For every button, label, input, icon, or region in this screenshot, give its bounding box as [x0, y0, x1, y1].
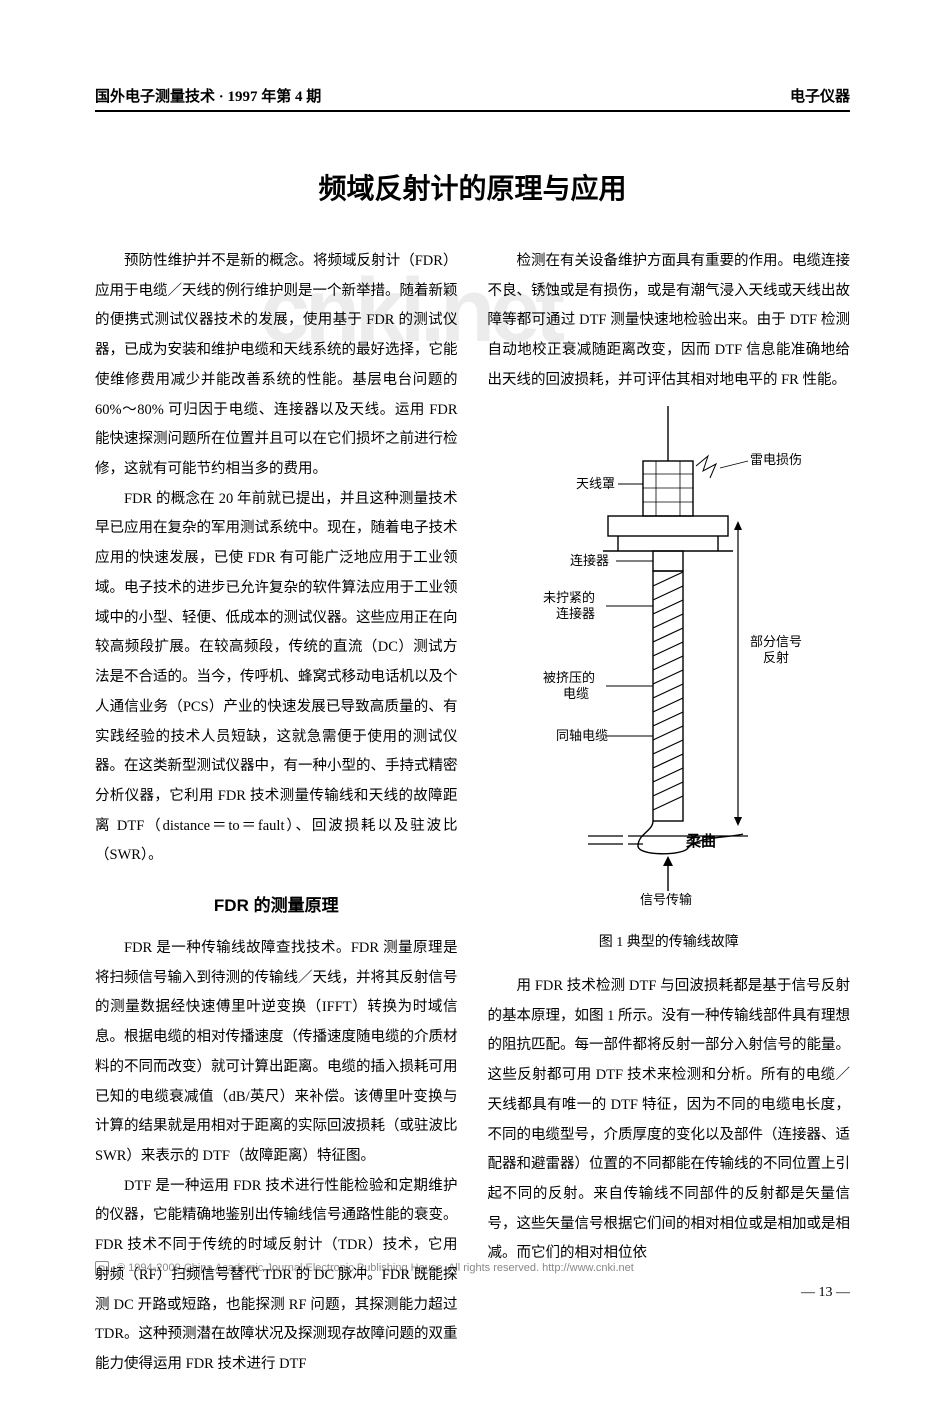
header-right: 电子仪器	[790, 85, 850, 106]
label-signal: 信号传输	[640, 892, 692, 906]
paragraph: DTF 是一种运用 FDR 技术进行性能检验和定期维护的仪器，它能精确地鉴别出传…	[95, 1172, 458, 1380]
label-partial-2: 反射	[763, 650, 789, 665]
label-connector: 连接器	[570, 553, 609, 568]
paragraph: 检测在有关设备维护方面具有重要的作用。电缆连接不良、锈蚀或是有损伤，或是有潮气浸…	[488, 247, 851, 396]
label-coax: 同轴电缆	[556, 728, 608, 743]
page-content: 国外电子测量技术 · 1997 年第 4 期 电子仪器 频域反射计的原理与应用 …	[0, 0, 945, 1420]
label-loose-2: 连接器	[556, 606, 595, 621]
article-title: 频域反射计的原理与应用	[95, 167, 850, 207]
page-number: — 13 —	[488, 1279, 851, 1308]
section-heading: FDR 的测量原理	[95, 889, 458, 924]
paragraph: FDR 的概念在 20 年前就已提出，并且这种测量技术早已应用在复杂的军用测试系…	[95, 485, 458, 871]
label-partial-1: 部分信号	[750, 634, 802, 649]
label-loose-1: 未拧紧的	[543, 590, 595, 605]
label-flex: 柔曲	[686, 832, 716, 850]
label-lightning: 雷电损伤	[750, 452, 802, 467]
page-header: 国外电子测量技术 · 1997 年第 4 期 电子仪器	[95, 85, 850, 112]
left-column: 预防性维护并不是新的概念。将频域反射计（FDR）应用于电缆／天线的例行维护则是一…	[95, 247, 458, 1380]
figure-caption: 图 1 典型的传输线故障	[488, 929, 851, 958]
label-pinched-1: 被挤压的	[543, 670, 595, 685]
paragraph: FDR 是一种传输线故障查找技术。FDR 测量原理是将扫频信号输入到待测的传输线…	[95, 934, 458, 1172]
figure-1: 天线罩 雷电损伤 连接器 未拧紧的 连接器 部分信号 反射 被挤压的 电缆 同轴…	[488, 406, 851, 958]
label-pinched-2: 电缆	[563, 686, 589, 701]
paragraph: 预防性维护并不是新的概念。将频域反射计（FDR）应用于电缆／天线的例行维护则是一…	[95, 247, 458, 485]
paragraph: 用 FDR 技术检测 DTF 与回波损耗都是基于信号反射的基本原理，如图 1 所…	[488, 972, 851, 1269]
label-antenna: 天线罩	[576, 476, 615, 491]
header-left: 国外电子测量技术 · 1997 年第 4 期	[95, 85, 321, 106]
cable-fault-diagram: 天线罩 雷电损伤 连接器 未拧紧的 连接器 部分信号 反射 被挤压的 电缆 同轴…	[488, 406, 828, 906]
two-column-layout: 预防性维护并不是新的概念。将频域反射计（FDR）应用于电缆／天线的例行维护则是一…	[95, 247, 850, 1380]
right-column: 检测在有关设备维护方面具有重要的作用。电缆连接不良、锈蚀或是有损伤，或是有潮气浸…	[488, 247, 851, 1380]
